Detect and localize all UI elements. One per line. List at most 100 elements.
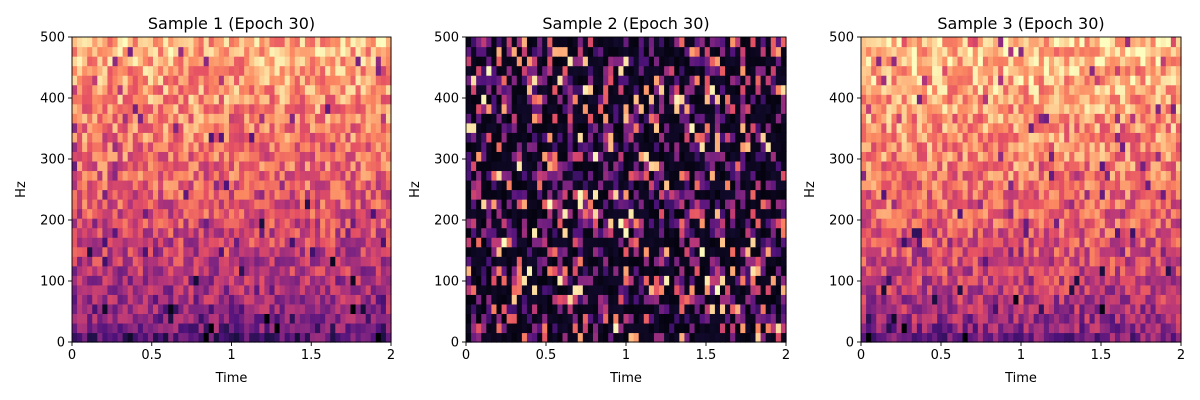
- heatmap-cell: [471, 237, 477, 248]
- heatmap-cell: [365, 84, 372, 95]
- heatmap-cell: [1104, 275, 1111, 286]
- heatmap-cell: [269, 84, 276, 95]
- heatmap-cell: [309, 141, 316, 152]
- heatmap-cell: [102, 94, 109, 105]
- heatmap-cell: [163, 75, 169, 86]
- heatmap-cell: [1170, 218, 1177, 229]
- heatmap-cell: [350, 84, 357, 95]
- heatmap-cell: [97, 151, 103, 162]
- heatmap-cell: [481, 284, 487, 295]
- heatmap-cell: [77, 237, 83, 248]
- heatmap-cell: [385, 332, 392, 343]
- heatmap-cell: [750, 246, 757, 257]
- heatmap-cell: [183, 313, 190, 324]
- heatmap-cell: [775, 237, 782, 248]
- heatmap-cell: [1120, 332, 1126, 343]
- heatmap-cell: [628, 218, 635, 229]
- heatmap-cell: [82, 65, 88, 76]
- heatmap-cell: [735, 103, 741, 114]
- heatmap-cell: [775, 151, 782, 162]
- heatmap-cell: [1120, 208, 1126, 219]
- heatmap-cell: [228, 218, 235, 229]
- heatmap-cell: [501, 208, 508, 219]
- heatmap-cell: [325, 275, 331, 286]
- heatmap-cell: [309, 151, 316, 162]
- heatmap-cell: [1140, 284, 1147, 295]
- heatmap-cell: [254, 246, 260, 257]
- heatmap-cell: [1028, 246, 1035, 257]
- heatmap-cell: [760, 56, 767, 67]
- heatmap-cell: [699, 132, 706, 143]
- heatmap-cell: [1160, 284, 1167, 295]
- heatmap-cell: [648, 294, 655, 305]
- heatmap-cell: [587, 303, 594, 315]
- heatmap-cell: [87, 179, 93, 191]
- heatmap-cell: [962, 237, 969, 248]
- heatmap-cell: [901, 275, 908, 286]
- heatmap-cell: [228, 75, 235, 86]
- heatmap-cell: [112, 246, 119, 257]
- heatmap-cell: [927, 294, 933, 305]
- heatmap-cell: [511, 265, 518, 276]
- heatmap-cell: [355, 170, 362, 181]
- heatmap-cell: [279, 94, 286, 105]
- heatmap-cell: [1038, 208, 1045, 219]
- heatmap-cell: [740, 179, 746, 191]
- heatmap-cell: [107, 132, 114, 143]
- heatmap-cell: [471, 160, 477, 172]
- heatmap-cell: [745, 84, 752, 95]
- heatmap-cell: [299, 322, 306, 334]
- x-axis-label: Time: [609, 371, 642, 386]
- heatmap-cell: [648, 179, 655, 191]
- heatmap-cell: [537, 113, 543, 124]
- heatmap-cell: [664, 189, 670, 200]
- heatmap-cell: [866, 227, 872, 238]
- heatmap-cell: [628, 132, 635, 143]
- heatmap-cell: [725, 332, 731, 343]
- heatmap-cell: [183, 56, 190, 67]
- heatmap-cell: [350, 284, 357, 295]
- heatmap-cell: [77, 322, 83, 334]
- heatmap-cell: [1079, 227, 1086, 238]
- heatmap-cell: [582, 294, 589, 305]
- heatmap-cell: [896, 199, 903, 210]
- heatmap-cell: [521, 84, 528, 95]
- heatmap-cell: [587, 199, 594, 210]
- heatmap-cell: [1084, 218, 1091, 229]
- heatmap-cell: [264, 94, 271, 105]
- heatmap-cell: [982, 275, 989, 286]
- heatmap-cell: [613, 218, 619, 229]
- heatmap-cell: [471, 313, 477, 324]
- heatmap-cell: [345, 160, 352, 172]
- heatmap-cell: [234, 322, 240, 334]
- heatmap-cell: [967, 208, 974, 219]
- heatmap-cell: [496, 94, 503, 105]
- heatmap-cell: [643, 103, 650, 114]
- heatmap-cell: [375, 265, 382, 276]
- heatmap-cell: [1043, 313, 1050, 324]
- heatmap-cell: [613, 170, 619, 181]
- heatmap-cell: [1120, 237, 1126, 248]
- heatmap-cell: [1038, 303, 1045, 315]
- heatmap-cell: [1114, 322, 1121, 334]
- heatmap-cell: [1104, 313, 1111, 324]
- heatmap-cell: [1094, 332, 1101, 343]
- heatmap-cell: [765, 179, 772, 191]
- heatmap-cell: [532, 179, 538, 191]
- heatmap-cell: [866, 303, 872, 315]
- heatmap-cell: [628, 322, 635, 334]
- heatmap-cell: [234, 122, 240, 133]
- heatmap-cell: [466, 265, 472, 276]
- heatmap-cell: [648, 141, 655, 152]
- heatmap-cell: [193, 189, 200, 200]
- heatmap-cell: [537, 179, 543, 191]
- heatmap-cell: [618, 65, 625, 76]
- heatmap-cell: [562, 227, 569, 238]
- heatmap-cell: [952, 294, 959, 305]
- heatmap-cell: [891, 199, 898, 210]
- heatmap-cell: [598, 246, 604, 257]
- heatmap-cell: [1028, 332, 1035, 343]
- heatmap-cell: [163, 256, 169, 267]
- heatmap-cell: [147, 313, 154, 324]
- heatmap-cell: [730, 246, 736, 257]
